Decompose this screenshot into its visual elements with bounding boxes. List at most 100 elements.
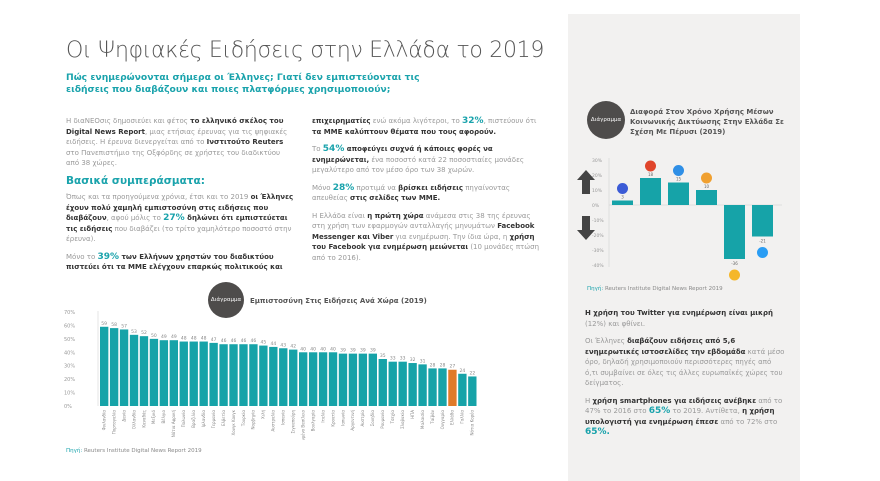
bar <box>338 353 348 406</box>
paragraph: Το 54% αποφεύγει συχνά ή κάποιες φορές ν… <box>312 144 542 176</box>
paragraph: Η χρήση smartphones για ειδήσεις ανέβηκε… <box>585 396 785 438</box>
data-label: 24 <box>460 368 466 374</box>
x-tick-label: Αυστρία <box>360 410 365 427</box>
bar <box>109 328 119 406</box>
text-segment: διαβάζουν ειδήσεις από 5,6 ενημερωτικές … <box>585 337 746 356</box>
data-label: 39 <box>350 348 356 354</box>
text-segment: δηλώνει ότι εμπιστεύεται τις ειδήσεις <box>66 214 288 233</box>
highlight-figure: 54% <box>322 144 345 154</box>
y-tick-label: 20% <box>64 377 75 383</box>
arrow-down-icon <box>577 216 595 240</box>
data-label: 40 <box>330 346 336 352</box>
text-segment: η χρήση υπολογιστή για ενημέρωση έπεσε <box>585 407 775 426</box>
section-heading: Βασικά συμπεράσματα: <box>66 174 205 187</box>
text-segment: Όπως και τα προηγούμενα χρόνια, έτσι και… <box>66 193 251 201</box>
x-tick-label: Χιλή <box>261 410 266 419</box>
x-tick-label: Δανία <box>121 410 126 422</box>
x-tick-label: Ιρλανδία <box>201 410 206 428</box>
data-label: 50 <box>151 333 157 339</box>
bar <box>752 205 773 237</box>
bar <box>100 326 109 406</box>
text-segment: από το 72% στο <box>718 417 778 426</box>
bar <box>289 349 298 406</box>
messenger-icon <box>673 165 684 176</box>
text-segment: Μόνο <box>312 183 333 192</box>
bar <box>169 340 178 406</box>
text-segment: ενώ ακόμα λιγότεροι, το <box>370 117 463 125</box>
bar <box>249 344 258 406</box>
x-tick-label: Αργεντινή <box>350 410 355 431</box>
bar <box>348 353 358 406</box>
text-segment: Η <box>585 396 593 405</box>
text-segment: , αφού μόλις το <box>106 214 164 222</box>
bar <box>358 353 368 406</box>
text-segment: (10 μονάδες πτώση από το 2016). <box>312 243 540 262</box>
bar <box>308 352 318 406</box>
text-segment: η πρώτη χώρα <box>367 211 424 220</box>
data-label: 48 <box>191 336 197 342</box>
bar <box>458 373 467 406</box>
text-segment: που διαβάζει (το τρίτο χαμηλότερο ποσοστ… <box>66 224 292 244</box>
y-tick-label: 0% <box>64 404 72 410</box>
y-tick-label: 40% <box>64 350 75 356</box>
x-tick-label: Αυστραλία <box>271 410 276 432</box>
data-label: 39 <box>360 348 366 354</box>
data-label: 33 <box>390 356 396 362</box>
bar <box>219 344 228 406</box>
x-tick-label: Ισπανία <box>281 410 286 425</box>
bar <box>612 200 633 205</box>
text-segment: , μιας ετήσιας έρευνας για τις ψηφιακές … <box>66 127 288 147</box>
bar <box>189 341 198 406</box>
paragraph: Η διαΝΕΟσις δημοσιεύει και φέτος το ελλη… <box>66 116 294 169</box>
x-tick-label: Ιαπωνία <box>340 410 345 426</box>
data-label: 46 <box>231 338 237 344</box>
bar <box>259 345 268 406</box>
x-tick-label: Γερμανία <box>211 410 216 429</box>
source-label: Πηγή: <box>587 286 604 292</box>
y-tick-label: 10% <box>64 391 75 397</box>
x-tick-label: Πολωνία <box>181 410 186 428</box>
data-label: 10 <box>704 184 710 189</box>
y-tick-label: 30% <box>64 364 75 370</box>
text-segment: προτιμά να <box>354 183 399 192</box>
bar <box>696 190 717 205</box>
x-tick-label: Νότια Κορέα <box>470 410 475 436</box>
bar <box>378 359 387 406</box>
text-segment: χρήση του Facebook για ενημέρωση μειώνετ… <box>312 232 535 252</box>
data-label: 53 <box>131 329 137 335</box>
text-segment: πηγαίνοντας απευθείας <box>312 183 511 203</box>
data-label: 46 <box>221 338 227 344</box>
bar <box>299 352 308 406</box>
bar <box>159 340 169 406</box>
bar <box>438 368 447 406</box>
data-label: 22 <box>469 370 475 376</box>
data-label: 42 <box>290 344 296 350</box>
y-tick-label: 0% <box>592 203 600 209</box>
bar <box>468 376 477 406</box>
x-tick-label: Ηνωμένο Βασίλειο <box>300 409 305 440</box>
text-segment: Η Ελλάδα είναι <box>312 211 368 220</box>
text-segment: αποφεύγει συχνά ή κάποιες φορές να ενημε… <box>312 145 493 164</box>
bar <box>668 182 689 205</box>
bar <box>398 361 407 406</box>
data-label: 28 <box>440 362 446 368</box>
data-label: 48 <box>181 336 187 342</box>
text-segment: στις σελίδες των ΜΜΕ. <box>350 194 441 202</box>
bar <box>179 341 188 406</box>
data-label: 58 <box>111 322 117 328</box>
data-label: 52 <box>141 330 147 336</box>
text-segment: για ενημέρωση. Την ίδια ώρα, η <box>393 232 510 241</box>
paragraph: Οι Έλληνες διαβάζουν ειδήσεις από 5,6 εν… <box>585 336 785 389</box>
chart2-title: Διαφορά Στον Χρόνο Χρήσης Μέσων Κοινωνικ… <box>630 108 784 136</box>
x-tick-label: Ελλάδα <box>450 410 455 425</box>
x-tick-label: Γαλλία <box>460 410 465 424</box>
snapchat-icon <box>729 269 740 281</box>
page-subtitle: Πώς ενημερώνονται σήμερα οι Έλληνες; Για… <box>66 72 420 95</box>
highlight-figure: 28% <box>332 182 355 193</box>
data-label: 28 <box>430 362 436 368</box>
data-label: 15 <box>676 177 682 182</box>
page-title: Οι Ψηφιακές Ειδήσεις στην Ελλάδα το 2019 <box>66 38 545 63</box>
chart1-title: Εμπιστοσύνη Στις Ειδήσεις Ανά Χώρα (2019… <box>250 297 427 305</box>
data-label: 35 <box>380 353 386 359</box>
text-segment: χρήση smartphones για ειδήσεις ανέβηκε <box>592 396 757 405</box>
